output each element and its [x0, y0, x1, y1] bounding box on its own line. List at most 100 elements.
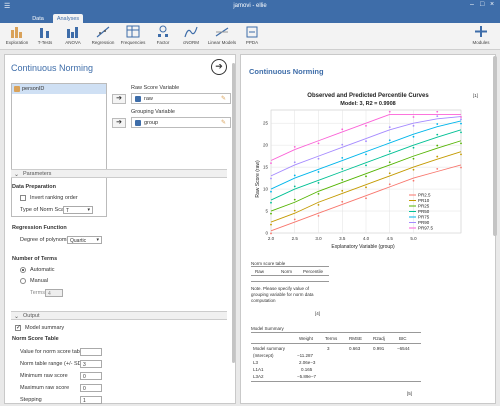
ribbon-ppda-button[interactable]: PPDA	[237, 25, 267, 45]
table-row: Model summary	[253, 346, 286, 351]
close-icon[interactable]: ×	[490, 1, 495, 8]
results-title: Continuous Norming	[249, 67, 324, 76]
terms-input[interactable]: 4	[45, 289, 63, 297]
data-point	[460, 118, 462, 121]
options-scrollbar[interactable]	[232, 63, 235, 363]
data-point	[412, 135, 415, 138]
parameters-section-header[interactable]: ⌄ Parameters	[11, 169, 227, 178]
ribbon-modules-button[interactable]: Modules	[466, 25, 496, 45]
minimize-icon[interactable]: –	[470, 1, 474, 8]
pencil-icon[interactable]: ✎	[220, 120, 226, 126]
data-point	[436, 144, 439, 147]
terms-input-label: Terms	[30, 290, 45, 296]
table-row: L3A2	[253, 374, 264, 379]
y-axis-label: Raw Score (raw)	[255, 160, 261, 198]
table-row: L1A1	[253, 367, 264, 372]
stepping-input[interactable]: 1	[80, 396, 102, 404]
series-line	[270, 140, 462, 212]
maximize-icon[interactable]: □	[480, 1, 485, 8]
results-panel: Continuous Norming [1] Observed and Pred…	[240, 54, 496, 404]
plus-icon	[475, 26, 487, 37]
data-point	[460, 153, 462, 156]
table-cell: −6544	[397, 346, 410, 351]
data-point	[341, 178, 344, 181]
range-input[interactable]: 3	[80, 360, 102, 368]
data-point	[317, 193, 320, 195]
ribbon-anova-button[interactable]: ANOVA	[58, 25, 88, 45]
model-summary-label: Model summary	[25, 325, 65, 331]
y-tick-label: 25	[263, 121, 269, 126]
variable-label: personID	[22, 86, 45, 92]
data-point	[270, 232, 272, 235]
norm-score-table-heading: Norm Score Table	[12, 336, 59, 342]
ribbon-linear-models-button[interactable]: Linear Models	[205, 25, 239, 45]
model-summary-checkbox[interactable]	[15, 324, 21, 331]
degree-value: Quartic	[70, 238, 87, 244]
variable-list[interactable]: personID	[11, 83, 107, 217]
series-line	[270, 113, 461, 161]
data-point	[460, 131, 462, 134]
invert-ranking-checkbox[interactable]	[20, 195, 26, 201]
ribbon-frequencies-button[interactable]: Frequencies	[118, 25, 148, 45]
data-prep-heading: Data Preparation	[12, 184, 57, 190]
tab-analyses[interactable]: Analyses	[53, 14, 83, 23]
output-section-header[interactable]: ⌄ Output	[11, 311, 227, 320]
automatic-radio[interactable]	[20, 267, 26, 273]
data-point	[412, 179, 415, 182]
norm-scale-select[interactable]: T ▾	[63, 206, 93, 214]
model-col-weight: Weight	[299, 336, 313, 341]
max-raw-input[interactable]: 0	[80, 384, 102, 392]
degree-select[interactable]: Quartic ▾	[67, 236, 102, 244]
main-tabs: Data Analyses	[0, 12, 500, 23]
data-point	[412, 124, 415, 127]
results-scrollbar[interactable]	[493, 56, 497, 236]
dropdown-caret-icon: ▾	[87, 207, 90, 213]
table-cell: 0.165	[301, 367, 313, 372]
move-grouping-button[interactable]: ➔	[112, 118, 126, 128]
ribbon-ttests-button[interactable]: T-Tests	[30, 25, 60, 45]
arrow-right-icon: ➔	[116, 95, 122, 102]
ribbon-label: T-Tests	[37, 40, 53, 45]
grouping-field[interactable]: group ✎	[131, 117, 231, 128]
raw-score-value: raw	[144, 96, 153, 102]
pencil-icon[interactable]: ✎	[220, 96, 226, 102]
min-raw-input[interactable]: 0	[80, 372, 102, 380]
manual-radio[interactable]	[20, 278, 26, 284]
ribbon-regression-button[interactable]: Regression	[88, 25, 118, 45]
ribbon-factor-button[interactable]: Factor	[148, 25, 178, 45]
data-point	[317, 142, 320, 145]
range-label: Norm table range (+/- SD)	[20, 361, 84, 367]
move-raw-score-button[interactable]: ➔	[112, 94, 126, 104]
norm-table-title: Norm score table	[251, 261, 286, 266]
legend-label: PR75	[418, 215, 430, 220]
raw-score-field[interactable]: raw ✎	[131, 93, 231, 104]
x-tick-label: 2.5	[292, 236, 299, 241]
run-arrow-button[interactable]: ➔	[211, 59, 227, 75]
arrow-right-icon: ➔	[215, 61, 223, 71]
hamburger-menu-icon[interactable]: ☰	[4, 3, 11, 10]
tab-data[interactable]: Data	[32, 16, 44, 22]
ribbon-exploration-button[interactable]: Exploration	[2, 25, 32, 45]
automatic-label: Automatic	[30, 267, 55, 273]
data-point	[365, 164, 367, 167]
ribbon-label: Modules	[472, 40, 490, 45]
grouping-value: group	[144, 120, 159, 126]
legend-label: PR90	[418, 220, 430, 225]
chevron-down-icon: ⌄	[14, 314, 20, 320]
data-point	[388, 150, 391, 153]
variable-item-personid[interactable]: personID	[12, 84, 106, 94]
data-point	[388, 161, 391, 164]
ribbon-cnorm-button[interactable]: cNORM	[176, 25, 206, 45]
norm-note-line: Note. Please specify value of	[251, 286, 310, 291]
manual-label: Manual	[30, 278, 49, 284]
x-tick-label: 2.0	[268, 236, 275, 241]
value-input[interactable]	[80, 348, 102, 356]
data-point	[460, 122, 462, 125]
norm-scale-label: Type of Norm Scale	[20, 207, 69, 213]
degree-label: Degree of polynomial	[20, 237, 72, 243]
t-tests-icon	[40, 28, 49, 38]
section-label: Parameters	[23, 171, 52, 177]
model-summary-title: Model Summary	[251, 326, 284, 331]
data-point	[270, 201, 272, 204]
data-point	[341, 156, 344, 159]
